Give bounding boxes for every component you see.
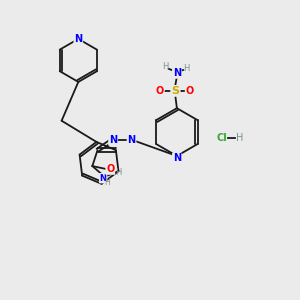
Text: Cl: Cl [217,133,228,143]
Text: H: H [115,168,122,177]
Text: O: O [186,86,194,96]
Text: N: N [74,34,83,44]
Text: N: N [173,153,181,164]
Text: N: N [128,135,136,145]
Text: H: H [183,64,190,73]
Text: N: N [100,174,106,183]
Text: O: O [156,86,164,96]
Text: H: H [162,62,169,71]
Text: N: N [173,68,181,78]
Text: S: S [171,86,179,96]
Text: N: N [109,135,117,145]
Text: H: H [104,178,110,187]
Text: H: H [236,133,244,143]
Text: O: O [106,164,114,174]
